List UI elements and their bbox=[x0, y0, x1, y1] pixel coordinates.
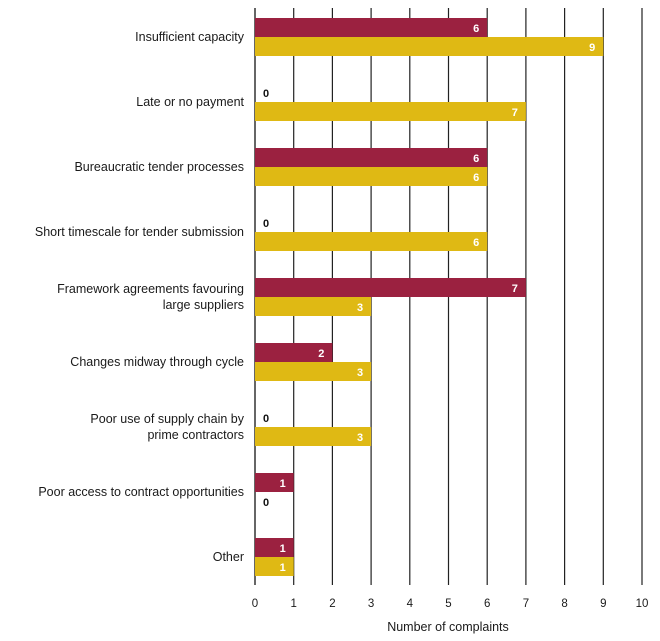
bar bbox=[255, 473, 294, 492]
bar bbox=[255, 343, 333, 362]
x-tick-label: 5 bbox=[445, 598, 451, 610]
data-label: 0 bbox=[263, 218, 269, 230]
bar bbox=[255, 538, 294, 557]
data-label: 6 bbox=[473, 23, 479, 35]
category-label: Framework agreements favouring bbox=[57, 282, 244, 296]
x-tick-label: 4 bbox=[407, 598, 414, 610]
bar bbox=[255, 557, 294, 576]
data-label: 2 bbox=[318, 348, 324, 360]
x-tick-label: 6 bbox=[484, 598, 490, 610]
x-tick-label: 8 bbox=[561, 598, 567, 610]
data-label: 0 bbox=[263, 497, 269, 509]
category-label: Late or no payment bbox=[136, 95, 244, 109]
bar bbox=[255, 232, 488, 251]
category-label: prime contractors bbox=[147, 428, 244, 442]
category-labels: Insufficient capacity Late or no payment B… bbox=[35, 30, 245, 564]
data-label: 6 bbox=[473, 172, 479, 184]
bar bbox=[255, 18, 488, 37]
bar bbox=[255, 297, 372, 316]
bar bbox=[255, 362, 372, 381]
x-tick-label: 10 bbox=[636, 598, 649, 610]
bar bbox=[255, 278, 526, 297]
bar bbox=[255, 102, 526, 121]
data-label: 7 bbox=[512, 283, 518, 295]
x-tick-labels: 0 1 2 3 4 5 6 7 8 9 10 bbox=[252, 598, 649, 610]
x-tick-label: 7 bbox=[523, 598, 529, 610]
x-axis-title: Number of complaints bbox=[387, 620, 509, 634]
data-label: 1 bbox=[280, 543, 286, 555]
category-label: Other bbox=[213, 550, 244, 564]
category-label: Bureaucratic tender processes bbox=[74, 160, 244, 174]
data-label: 3 bbox=[357, 302, 363, 314]
data-label: 1 bbox=[280, 562, 286, 574]
data-label: 6 bbox=[473, 237, 479, 249]
x-tick-label: 2 bbox=[329, 598, 335, 610]
category-label: large suppliers bbox=[163, 298, 244, 312]
bar bbox=[255, 427, 372, 446]
x-tick-label: 0 bbox=[252, 598, 258, 610]
bar bbox=[255, 148, 488, 167]
category-label: Short timescale for tender submission bbox=[35, 225, 244, 239]
data-label: 3 bbox=[357, 367, 363, 379]
x-tick-label: 9 bbox=[600, 598, 606, 610]
category-label: Insufficient capacity bbox=[135, 30, 245, 44]
bar bbox=[255, 167, 488, 186]
data-label: 1 bbox=[280, 478, 286, 490]
data-label: 0 bbox=[263, 88, 269, 100]
data-label: 3 bbox=[357, 432, 363, 444]
category-label: Changes midway through cycle bbox=[70, 355, 244, 369]
data-label: 9 bbox=[589, 42, 595, 54]
category-label: Poor access to contract opportunities bbox=[38, 485, 244, 499]
data-label: 7 bbox=[512, 107, 518, 119]
bar bbox=[255, 37, 604, 56]
x-tick-label: 1 bbox=[290, 598, 296, 610]
x-tick-label: 3 bbox=[368, 598, 374, 610]
data-label: 6 bbox=[473, 153, 479, 165]
data-label: 0 bbox=[263, 413, 269, 425]
category-label: Poor use of supply chain by bbox=[90, 412, 244, 426]
